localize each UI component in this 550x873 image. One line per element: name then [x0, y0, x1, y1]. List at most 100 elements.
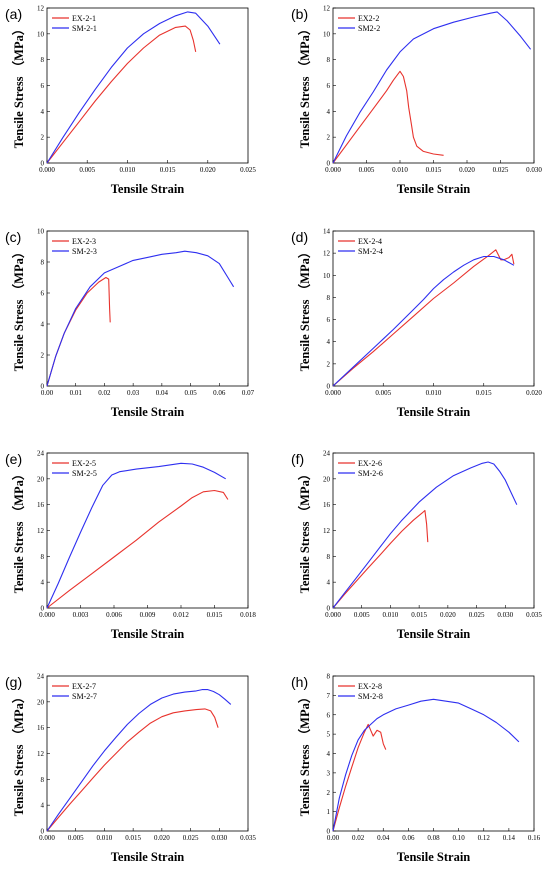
series-line-ex-2-8: [332, 723, 387, 832]
y-tick-label: 12: [37, 527, 45, 535]
series-line-sm-2-8: [332, 698, 520, 832]
chart-panel: (b) 0.000 0.005 0.010 0.015 0.020 0.025 0.030 0 2…: [291, 5, 542, 197]
series-line-sm-2-1: [46, 11, 221, 164]
x-tick-label: 0.015: [160, 166, 176, 174]
x-tick-label: 0.005: [354, 611, 370, 619]
x-tick-label: 0.015: [411, 611, 427, 619]
legend-entry: EX-2-5: [72, 459, 96, 468]
legend: EX-2-8SM-2-8: [338, 682, 383, 701]
y-tick-label: 4: [327, 750, 331, 758]
y-tick-label: 4: [41, 108, 45, 116]
y-tick-label: 20: [37, 698, 45, 706]
x-tick-label: 0.003: [73, 611, 89, 619]
y-tick-label: 8: [327, 673, 331, 681]
x-tick-label: 0.005: [359, 166, 375, 174]
x-tick-label: 0.020: [154, 834, 170, 842]
legend-entry: EX-2-8: [358, 682, 382, 691]
legend: EX-2-1SM-2-1: [52, 14, 97, 33]
x-tick-label: 0.025: [469, 611, 485, 619]
x-tick-label: 0.009: [140, 611, 156, 619]
chart-panel: (e) 0.000 0.003 0.006 0.009 0.012 0.015 0.018 0 4…: [5, 450, 256, 642]
x-tick-label: 0.025: [183, 834, 199, 842]
y-axis-title: Tensile Stress （MPa）: [297, 691, 312, 817]
series-line-ex-2-3: [46, 276, 111, 387]
legend: EX-2-4SM-2-4: [338, 237, 383, 256]
x-tick-label: 0.02: [98, 389, 111, 397]
x-tick-label: 0.015: [125, 834, 141, 842]
x-tick-label: 0.018: [240, 611, 256, 619]
y-tick-label: 12: [37, 750, 45, 758]
x-tick-label: 0.000: [39, 611, 55, 619]
x-tick-label: 0.16: [528, 834, 541, 842]
series-line-sm2-2: [332, 11, 532, 164]
x-tick-label: 0.000: [39, 166, 55, 174]
y-tick-label: 8: [41, 776, 45, 784]
x-axis-title: Tensile Strain: [397, 182, 471, 196]
x-tick-label: 0.000: [325, 611, 341, 619]
x-tick-label: 0.025: [240, 166, 256, 174]
y-tick-label: 20: [323, 475, 331, 483]
series-line-sm-2-6: [332, 461, 518, 609]
y-tick-label: 8: [327, 294, 331, 302]
legend: EX-2-5SM-2-5: [52, 459, 97, 478]
x-tick-label: 0.010: [392, 166, 408, 174]
x-tick-label: 0.04: [377, 834, 390, 842]
series-line-sm-2-5: [46, 462, 226, 609]
x-axis-title: Tensile Strain: [111, 405, 185, 419]
y-tick-label: 2: [327, 134, 331, 142]
x-tick-label: 0.02: [352, 834, 365, 842]
y-tick-label: 10: [37, 30, 45, 38]
x-axis-title: Tensile Strain: [111, 850, 185, 864]
series-line-sm-2-3: [46, 250, 235, 387]
y-tick-label: 6: [41, 82, 45, 90]
y-tick-label: 0: [327, 383, 331, 391]
y-tick-label: 10: [323, 30, 331, 38]
y-tick-label: 3: [327, 769, 331, 777]
chart-panel: (g) 0.000 0.005 0.010 0.015 0.020 0.025 0.030 0.…: [5, 673, 256, 865]
legend-entry: EX-2-3: [72, 237, 96, 246]
x-tick-label: 0.00: [41, 389, 54, 397]
x-tick-label: 0.01: [70, 389, 83, 397]
y-tick-label: 0: [41, 383, 45, 391]
x-tick-label: 0.000: [325, 389, 341, 397]
x-tick-label: 0.005: [79, 166, 95, 174]
y-tick-label: 6: [327, 711, 331, 719]
chart-panel: (d) 0.000 0.005 0.010 0.015 0.020 0 2 4 6 8 10 12 14 T…: [291, 228, 542, 420]
x-tick-label: 0.020: [526, 389, 542, 397]
series-line-ex-2-1: [46, 25, 197, 164]
legend-entry: EX-2-6: [358, 459, 382, 468]
x-axis-title: Tensile Strain: [397, 627, 471, 641]
legend-entry: SM2-2: [358, 24, 380, 33]
legend: EX-2-6SM-2-6: [338, 459, 383, 478]
x-tick-label: 0.015: [207, 611, 223, 619]
x-tick-label: 0.010: [426, 389, 442, 397]
legend-entry: SM-2-8: [358, 692, 383, 701]
y-tick-label: 7: [327, 692, 331, 700]
x-tick-label: 0.020: [459, 166, 475, 174]
y-tick-label: 2: [41, 134, 45, 142]
y-axis-title: Tensile Stress （MPa）: [11, 23, 26, 149]
legend-entry: SM-2-1: [72, 24, 97, 33]
x-tick-label: 0.00: [327, 834, 340, 842]
series-line-ex-2-6: [332, 509, 429, 609]
chart-panel: (a) 0.000 0.005 0.010 0.015 0.020 0.025 0 2 4 6 8 10…: [5, 5, 256, 197]
x-tick-label: 0.06: [213, 389, 226, 397]
series-line-ex-2-4: [332, 249, 515, 387]
y-tick-label: 4: [327, 338, 331, 346]
y-tick-label: 12: [323, 527, 331, 535]
y-axis-title: Tensile Stress （MPa）: [297, 23, 312, 149]
x-tick-label: 0.020: [200, 166, 216, 174]
panel-letter: (f): [291, 451, 304, 467]
x-tick-label: 0.005: [68, 834, 84, 842]
y-tick-label: 20: [37, 475, 45, 483]
x-tick-label: 0.000: [39, 834, 55, 842]
y-tick-label: 8: [41, 553, 45, 561]
y-axis-title: Tensile Stress （MPa）: [11, 246, 26, 372]
y-tick-label: 1: [327, 808, 331, 816]
x-tick-label: 0.025: [493, 166, 509, 174]
legend-entry: SM-2-5: [72, 469, 97, 478]
x-tick-label: 0.06: [402, 834, 415, 842]
chart-panel: (f) 0.000 0.005 0.010 0.015 0.020 0.025 0.030 0.…: [291, 450, 542, 642]
